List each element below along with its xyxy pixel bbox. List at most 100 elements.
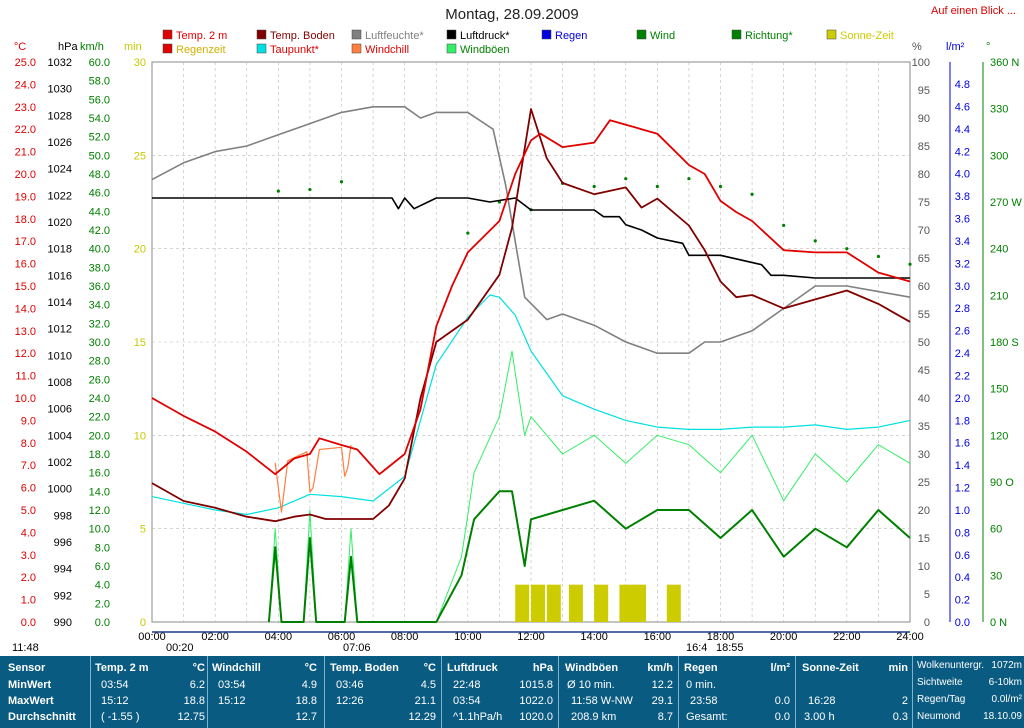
time-tick-label: 04:00 (265, 631, 293, 643)
temp-tick-label: 10.0 (15, 393, 36, 405)
rain-per-day-label: Regen/Tag (917, 694, 966, 705)
hpa-tick-label: 1008 (48, 377, 72, 389)
windchill-avg-value: 12.7 (295, 711, 317, 723)
windchill-unit: °C (304, 662, 317, 674)
druck-avg-value: 1020.0 (519, 711, 553, 723)
kmh-tick-label: 44.0 (89, 206, 110, 218)
hpa-tick-label: 1012 (48, 324, 72, 336)
time-tick-label: 00:00 (138, 631, 166, 643)
legend-swatch-4 (541, 29, 552, 40)
dewpoint-series-line (151, 294, 911, 516)
temp-tick-label: 3.0 (21, 550, 36, 562)
divider (795, 656, 796, 728)
chart-title: Montag, 28.09.2009 (445, 6, 579, 23)
temp-tick-label: 11.0 (15, 371, 36, 383)
temp-tick-label: 18.0 (15, 214, 36, 226)
pct-tick-label: 60 (918, 281, 930, 293)
visibility-label: Sichtweite (917, 677, 963, 688)
hpa-tick-label: 1030 (48, 84, 72, 96)
temp2m-avg-note: ( -1.55 ) (101, 711, 140, 723)
kmh-tick-label: 32.0 (89, 318, 110, 330)
kmh-tick-label: 48.0 (89, 169, 110, 181)
direction-point (813, 239, 817, 243)
rain-tick-label: 0.6 (955, 550, 970, 562)
direction-point (466, 231, 470, 235)
temp-tick-label: 24.0 (15, 79, 36, 91)
sunshine-bar (568, 584, 583, 622)
sonne-avg-value: 0.3 (892, 711, 908, 723)
kmh-tick-label: 26.0 (89, 374, 110, 386)
legend-swatch-0 (162, 29, 173, 40)
legend-label-3: Luftdruck* (460, 30, 510, 42)
direction-tick-label: 330 (990, 104, 1008, 116)
kmh-unit-label: km/h (80, 41, 104, 53)
rain-tick-label: 1.6 (955, 438, 970, 450)
pct-tick-label: 50 (918, 337, 930, 349)
druck-max-value: 1022.0 (519, 695, 553, 707)
rain-tick-label: 1.8 (955, 415, 970, 427)
windchill-min-value: 4.9 (301, 679, 317, 691)
kmh-tick-label: 38.0 (89, 262, 110, 274)
rain-tick-label: 2.4 (955, 348, 970, 360)
boeen-max-value: 29.1 (651, 695, 673, 707)
druck-min-value: 1015.8 (519, 679, 553, 691)
direction-point (624, 177, 628, 181)
summary-sonne-column: Sonne-Zeit min 16:28 2 3.00 h 0.3 (802, 656, 908, 728)
sunshine-bar (531, 584, 545, 622)
legend-label-4: Regen (555, 30, 587, 42)
legend-label-10: Windchill (365, 44, 409, 56)
temp-tick-label: 22.0 (15, 124, 36, 136)
temp-tick-label: 4.0 (21, 527, 36, 539)
windchill-max-value: 18.8 (295, 695, 317, 707)
direction-tick-label: 30 (990, 570, 1002, 582)
divider (90, 656, 91, 728)
time-tick-label: 20:00 (770, 631, 798, 643)
cloudbase-label: Wolkenuntergr. (917, 660, 985, 671)
temp-tick-label: 14.0 (15, 303, 36, 315)
rain-per-day-value: 0.0l/m² (991, 694, 1022, 705)
boeen-avg-label: Ø 10 min. (567, 679, 615, 691)
time-tick-label: 02:00 (201, 631, 229, 643)
kmh-tick-label: 12.0 (89, 505, 110, 517)
time-tick-label: 24:00 (896, 631, 924, 643)
pressure-series-line (152, 197, 910, 279)
pct-tick-label: 5 (924, 589, 930, 601)
kmh-tick-label: 8.0 (95, 542, 110, 554)
druck-header: Luftdruck (447, 662, 498, 674)
druck-min-time: 22:48 (453, 679, 481, 691)
sunshine-bar (594, 584, 609, 622)
hpa-tick-label: 1020 (48, 217, 72, 229)
kmh-tick-label: 10.0 (89, 524, 110, 536)
windchill-max-time: 15:12 (218, 695, 246, 707)
legend-label-11: Windböen (460, 44, 510, 56)
temp-tick-label: 6.0 (21, 483, 36, 495)
legend-label-5: Wind (650, 30, 675, 42)
kmh-tick-label: 46.0 (89, 188, 110, 200)
divider (678, 656, 679, 728)
direction-point (592, 184, 596, 189)
pct-tick-label: 55 (918, 309, 930, 321)
legend-label-8: Regenzeit (176, 44, 226, 56)
pct-tick-label: 15 (918, 533, 930, 545)
legend-swatch-9 (256, 43, 267, 54)
temp-tick-label: 1.0 (21, 595, 36, 607)
temp-tick-label: 9.0 (21, 415, 36, 427)
sonne-unit: min (888, 662, 908, 674)
wind-gust-series-line (268, 350, 911, 623)
legend-label-2: Luftfeuchte* (365, 30, 424, 42)
boeen-unit: km/h (647, 662, 673, 674)
rain-tick-label: 3.8 (955, 191, 970, 203)
legend-label-1: Temp. Boden (270, 30, 335, 42)
time-tick-label: 12:00 (517, 631, 545, 643)
overview-link[interactable]: Auf einen Blick ... (931, 5, 1016, 17)
direction-tick-label: 120 (990, 430, 1008, 442)
pct-tick-label: 70 (918, 225, 930, 237)
sun-time-label: 00:20 (166, 642, 194, 654)
sunshine-bar (666, 584, 681, 622)
pct-tick-label: 65 (918, 253, 930, 265)
pct-tick-label: 95 (918, 85, 930, 97)
cloudbase-value: 1072m (991, 660, 1022, 671)
temp-tick-label: 23.0 (15, 102, 36, 114)
pct-unit-label: % (912, 41, 922, 53)
temp-tick-label: 5.0 (21, 505, 36, 517)
